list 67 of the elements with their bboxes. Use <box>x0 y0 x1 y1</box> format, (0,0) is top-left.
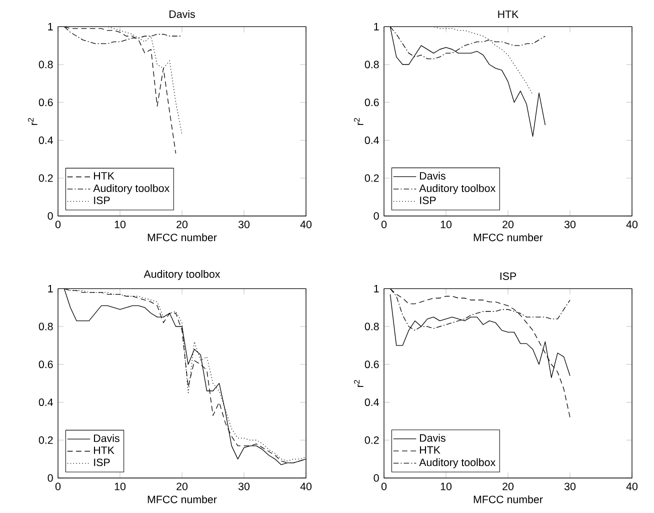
y-tick-label: 0.4 <box>38 136 53 144</box>
legend-label: Auditory toolbox <box>419 184 496 194</box>
x-tick-label: 20 <box>176 482 188 490</box>
chart-title: ISP <box>500 272 516 280</box>
chart-title: Auditory toolbox <box>144 270 220 280</box>
legend-label: ISP <box>94 196 110 204</box>
chart-title: HTK <box>498 10 519 18</box>
x-tick-label: 10 <box>440 482 452 490</box>
x-tick-label: 0 <box>381 482 387 490</box>
y-axis-title: r$^{2}$ <box>28 118 38 125</box>
legend-label: HTK <box>94 172 114 180</box>
y-tick-label: 0.4 <box>364 136 379 144</box>
x-tick-label: 10 <box>114 482 126 490</box>
x-tick-label: 0 <box>381 220 387 228</box>
y-tick-label: 1 <box>374 22 379 30</box>
x-tick-label: 40 <box>626 482 638 490</box>
x-tick-label: 20 <box>502 482 514 490</box>
x-tick-label: 10 <box>114 220 126 228</box>
legend-label: Auditory toolbox <box>93 184 170 194</box>
y-tick-label: 0.8 <box>364 322 379 330</box>
x-tick-label: 40 <box>626 220 638 228</box>
chart-title: Davis <box>170 10 195 18</box>
y-tick-label: 0.8 <box>38 322 53 330</box>
y-tick-label: 0.6 <box>364 98 379 106</box>
legend-label: ISP <box>94 458 110 466</box>
x-tick-label: 30 <box>238 220 250 228</box>
y-tick-label: 1 <box>374 284 379 292</box>
x-tick-label: 30 <box>564 482 576 490</box>
y-tick-label: 0.2 <box>364 436 379 444</box>
legend-label: HTK <box>94 446 114 454</box>
y-axis-title: r$^{2}$ <box>354 380 364 387</box>
x-tick-label: 0 <box>55 220 61 228</box>
y-tick-label: 1 <box>48 22 53 30</box>
x-axis-title: MFCC number <box>148 495 217 504</box>
y-tick-label: 0 <box>374 474 379 482</box>
y-tick-label: 0 <box>48 474 53 482</box>
legend-label: Davis <box>420 434 446 442</box>
y-tick-label: 0 <box>374 212 379 220</box>
y-tick-label: 0.8 <box>38 60 53 68</box>
x-tick-label: 40 <box>300 482 312 490</box>
x-tick-label: 20 <box>502 220 514 228</box>
x-tick-label: 40 <box>300 220 312 228</box>
x-tick-label: 30 <box>564 220 576 228</box>
y-tick-label: 0.4 <box>364 398 379 406</box>
legend-label: Davis <box>94 434 120 442</box>
y-tick-label: 0.2 <box>364 174 379 182</box>
y-tick-label: 0.2 <box>38 436 53 444</box>
x-axis-title: MFCC number <box>474 233 543 242</box>
y-axis-title: r$^{2}$ <box>354 118 364 125</box>
y-tick-label: 0.2 <box>38 174 53 182</box>
legend-label: HTK <box>420 446 440 454</box>
y-tick-label: 0.6 <box>38 98 53 106</box>
y-tick-label: 0.6 <box>364 360 379 368</box>
x-tick-label: 10 <box>440 220 452 228</box>
legend-label: Auditory toolbox <box>419 458 496 468</box>
legend-label: Davis <box>420 172 446 180</box>
legend-label: ISP <box>420 196 436 204</box>
x-axis-title: MFCC number <box>148 233 217 242</box>
y-tick-label: 0.6 <box>38 360 53 368</box>
x-tick-label: 20 <box>176 220 188 228</box>
x-tick-label: 0 <box>55 482 61 490</box>
x-tick-label: 30 <box>238 482 250 490</box>
y-tick-label: 1 <box>48 284 53 292</box>
y-tick-label: 0.4 <box>38 398 53 406</box>
y-tick-label: 0 <box>48 212 53 220</box>
y-tick-label: 0.8 <box>364 60 379 68</box>
x-axis-title: MFCC number <box>474 495 543 504</box>
